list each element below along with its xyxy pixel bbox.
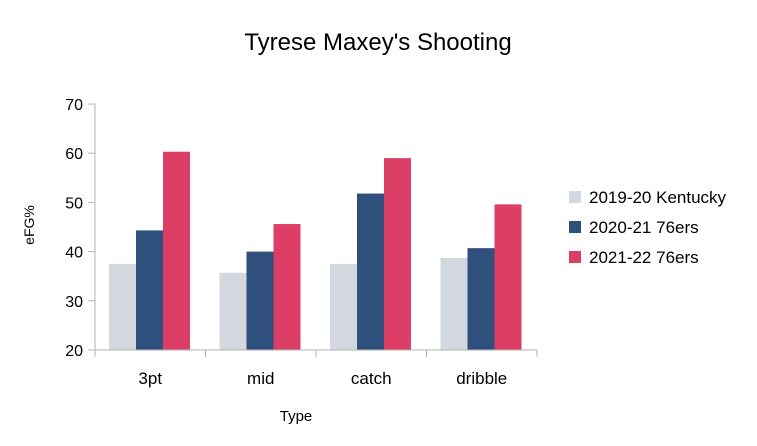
x-axis-label: Type xyxy=(280,408,313,425)
bar xyxy=(109,263,136,350)
legend: 2019-20 Kentucky 2020-21 76ers 2021-22 76e… xyxy=(569,188,727,267)
plot-area: 20 30 40 50 60 70 3pt mid catch dribble xyxy=(65,97,538,388)
x-tick-label: mid xyxy=(247,369,274,388)
y-tick-label: 50 xyxy=(65,195,83,212)
bar xyxy=(440,257,468,350)
legend-label: 2021-22 76ers xyxy=(589,248,699,267)
bar xyxy=(494,204,522,350)
bar xyxy=(219,272,247,350)
legend-label: 2020-21 76ers xyxy=(589,218,699,237)
bar xyxy=(357,193,384,350)
y-tick-label: 60 xyxy=(65,146,83,163)
bar xyxy=(246,251,274,350)
legend-swatch xyxy=(569,191,581,203)
chart-title: Tyrese Maxey's Shooting xyxy=(244,29,511,56)
y-tick-label: 20 xyxy=(65,343,83,360)
y-tick-label: 30 xyxy=(65,294,83,311)
y-tick-label: 40 xyxy=(65,245,83,262)
bar xyxy=(330,263,357,350)
legend-label: 2019-20 Kentucky xyxy=(589,188,727,207)
x-tick-label: catch xyxy=(351,369,392,388)
x-tick-label: dribble xyxy=(456,369,507,388)
y-tick-label: 70 xyxy=(65,97,83,114)
bar xyxy=(136,230,163,350)
y-axis-label: eFG% xyxy=(21,205,37,245)
legend-swatch xyxy=(569,251,581,263)
x-tick-label: 3pt xyxy=(138,369,162,388)
bar xyxy=(467,248,495,350)
legend-swatch xyxy=(569,221,581,233)
bar xyxy=(273,224,301,350)
bar xyxy=(163,151,190,350)
bar xyxy=(384,158,411,350)
